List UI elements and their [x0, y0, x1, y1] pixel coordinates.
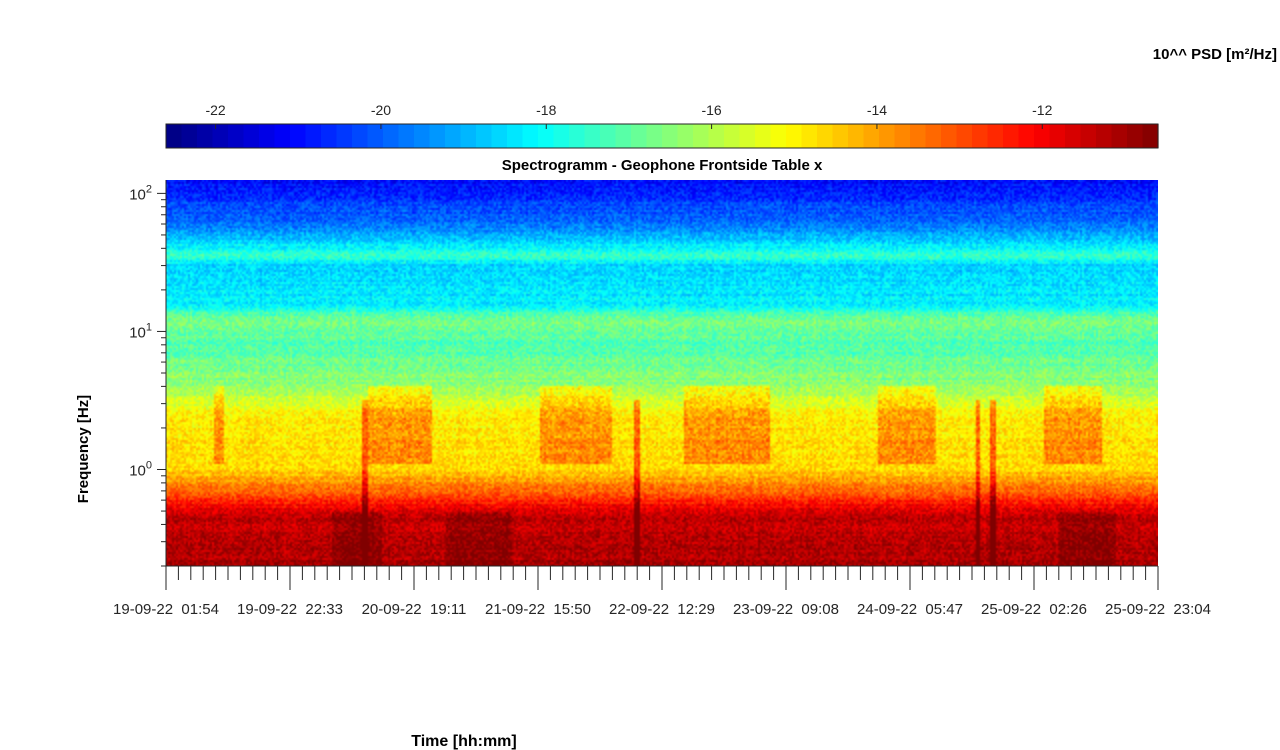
colorbar-swatch: [677, 124, 694, 148]
colorbar-swatch: [1096, 124, 1113, 148]
x-tick-label: 20-09-22 19:11: [362, 601, 467, 618]
colorbar-swatch: [708, 124, 725, 148]
colorbar-tick-label: -18: [536, 102, 556, 118]
x-tick-label: 24-09-22 05:47: [857, 601, 963, 618]
colorbar-swatch: [1080, 124, 1097, 148]
colorbar-swatch: [460, 124, 477, 148]
colorbar-swatch: [1111, 124, 1128, 148]
colorbar-swatch: [553, 124, 570, 148]
colorbar-tick-label: -22: [205, 102, 225, 118]
colorbar-swatch: [522, 124, 539, 148]
colorbar-swatch: [879, 124, 896, 148]
colorbar-swatch: [383, 124, 400, 148]
colorbar-swatch: [166, 124, 183, 148]
colorbar-swatch: [181, 124, 198, 148]
colorbar-swatch: [243, 124, 260, 148]
colorbar-swatch: [491, 124, 508, 148]
colorbar-swatch: [646, 124, 663, 148]
chart-title: Spectrogramm - Geophone Frontside Table …: [502, 157, 823, 174]
colorbar-swatch: [894, 124, 911, 148]
y-tick-label: 100: [129, 460, 152, 480]
colorbar-swatch: [693, 124, 710, 148]
colorbar-swatch: [972, 124, 989, 148]
colorbar-swatch: [739, 124, 756, 148]
colorbar-swatch: [832, 124, 849, 148]
x-tick-label: 25-09-22 23:04: [1105, 601, 1211, 618]
colorbar-swatch: [786, 124, 803, 148]
colorbar-swatch: [259, 124, 276, 148]
colorbar-swatch: [445, 124, 462, 148]
colorbar-swatch: [321, 124, 338, 148]
colorbar-swatch: [1003, 124, 1020, 148]
colorbar-swatch: [631, 124, 648, 148]
colorbar-swatch: [367, 124, 384, 148]
colorbar-swatch: [305, 124, 322, 148]
colorbar-swatch: [1034, 124, 1051, 148]
colorbar-label: 10^^ PSD [m²/Hz]: [1153, 46, 1277, 63]
colorbar-swatch: [1049, 124, 1066, 148]
colorbar-swatch: [662, 124, 679, 148]
colorbar-swatch: [212, 124, 229, 148]
y-axis-label: Frequency [Hz]: [75, 395, 92, 503]
colorbar-swatch: [398, 124, 415, 148]
colorbar-swatch: [228, 124, 245, 148]
colorbar-swatch: [290, 124, 307, 148]
colorbar-swatch: [538, 124, 555, 148]
colorbar-swatch: [910, 124, 927, 148]
colorbar-frame: [165, 123, 1159, 149]
colorbar-swatch: [197, 124, 214, 148]
colorbar-swatch: [848, 124, 865, 148]
colorbar-swatch: [600, 124, 617, 148]
x-tick-label: 19-09-22 22:33: [237, 601, 343, 618]
colorbar-swatch: [615, 124, 632, 148]
colorbar-swatch: [817, 124, 834, 148]
colorbar: -22 -20 -18 -16 -14 -12: [165, 102, 1159, 149]
colorbar-tick-label: -12: [1032, 102, 1052, 118]
colorbar-swatch: [569, 124, 586, 148]
x-tick-label: 25-09-22 02:26: [981, 601, 1087, 618]
x-tick-label: 23-09-22 09:08: [733, 601, 839, 618]
y-tick-label: 102: [129, 183, 152, 203]
colorbar-swatch: [274, 124, 291, 148]
colorbar-swatch: [755, 124, 772, 148]
colorbar-swatch: [987, 124, 1004, 148]
colorbar-tick-label: -16: [701, 102, 721, 118]
colorbar-swatch: [507, 124, 524, 148]
colorbar-swatch: [724, 124, 741, 148]
colorbar-swatch: [1142, 124, 1159, 148]
colorbar-tick-label: -14: [867, 102, 887, 118]
x-tick-label: 21-09-22 15:50: [485, 601, 591, 618]
colorbar-swatch: [863, 124, 880, 148]
colorbar-swatch: [801, 124, 818, 148]
colorbar-swatch: [941, 124, 958, 148]
colorbar-swatch: [1018, 124, 1035, 148]
colorbar-swatch: [336, 124, 353, 148]
colorbar-swatch: [770, 124, 787, 148]
colorbar-swatch: [352, 124, 369, 148]
colorbar-swatch: [1065, 124, 1082, 148]
colorbar-tick-label: -20: [371, 102, 391, 118]
colorbar-swatch: [476, 124, 493, 148]
heatmap-area: [166, 180, 1158, 566]
axes: 100 101 102 19-09-22 01:54 19-09-22 22:33 20-…: [113, 180, 1211, 618]
colorbar-swatch: [414, 124, 431, 148]
colorbar-swatch: [429, 124, 446, 148]
colorbar-swatch: [925, 124, 942, 148]
colorbar-swatch: [584, 124, 601, 148]
colorbar-swatch: [956, 124, 973, 148]
x-axis-label: Time [hh:mm]: [411, 733, 516, 750]
x-tick-label: 22-09-22 12:29: [609, 601, 715, 618]
x-tick-label: 19-09-22 01:54: [113, 601, 219, 618]
colorbar-swatch: [1127, 124, 1144, 148]
y-tick-label: 101: [129, 321, 152, 341]
